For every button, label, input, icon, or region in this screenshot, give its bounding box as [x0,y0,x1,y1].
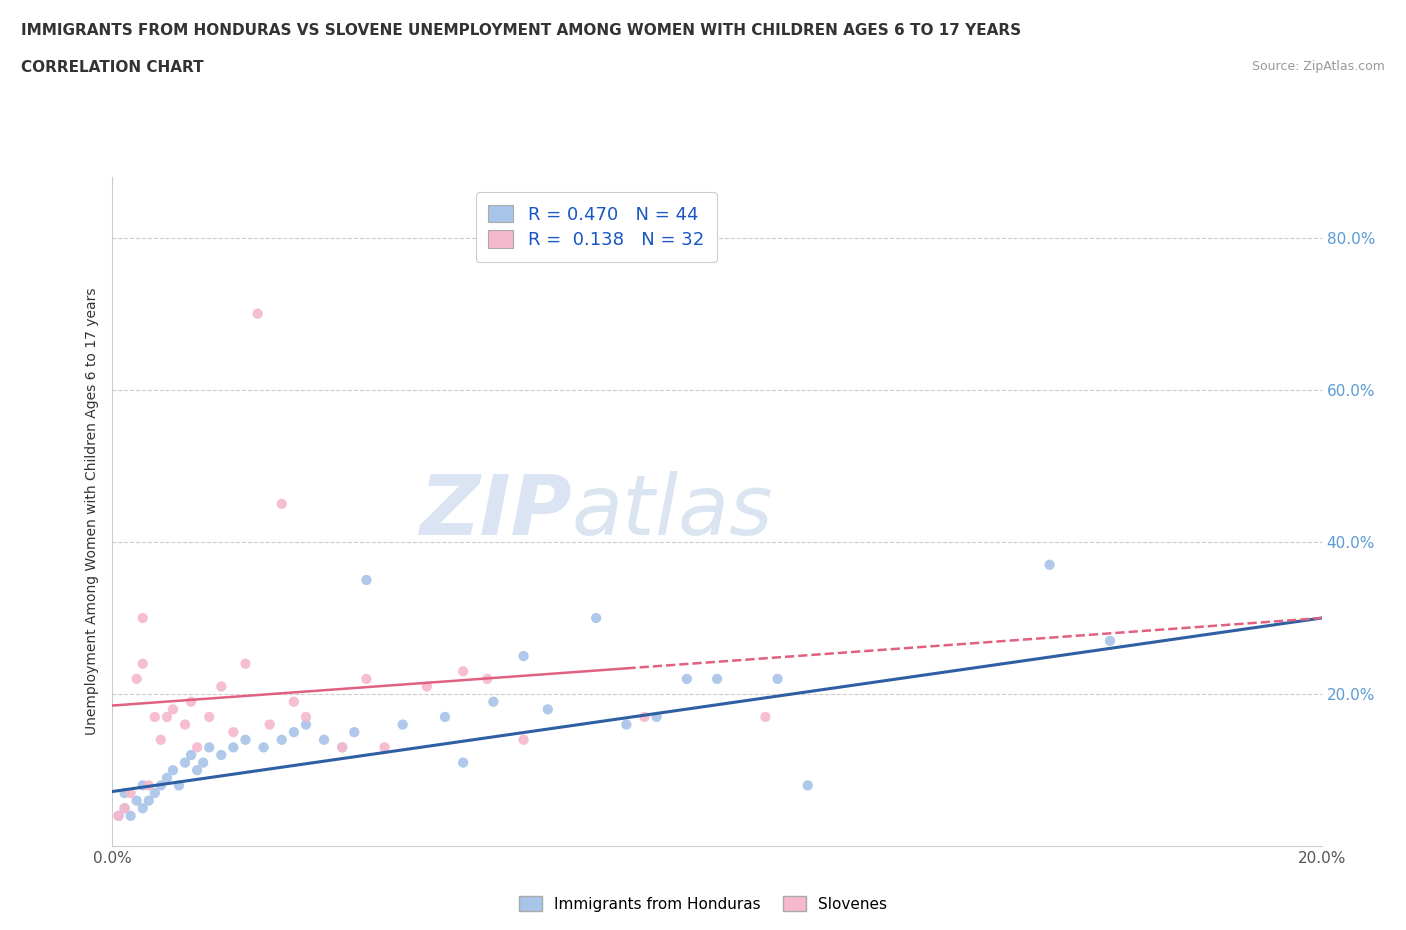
Point [156,770,179,785]
Point [235,732,257,747]
Point [416,679,439,694]
Point [512,648,534,663]
Point [174,717,197,732]
Point [295,710,318,724]
Point [132,657,155,671]
Point [645,710,668,724]
Point [180,748,202,763]
Point [283,695,305,710]
Point [186,740,208,755]
Point [270,732,292,747]
Point [796,778,818,793]
Legend: R = 0.470   N = 44, R =  0.138   N = 32: R = 0.470 N = 44, R = 0.138 N = 32 [475,193,717,261]
Point [616,717,638,732]
Text: ZIP: ZIP [419,471,572,552]
Text: IMMIGRANTS FROM HONDURAS VS SLOVENE UNEMPLOYMENT AMONG WOMEN WITH CHILDREN AGES : IMMIGRANTS FROM HONDURAS VS SLOVENE UNEM… [21,23,1021,38]
Point [451,664,474,679]
Point [477,671,499,686]
Point [162,702,184,717]
Point [295,717,318,732]
Point [246,306,269,321]
Point [138,778,160,793]
Point [209,748,232,763]
Point [114,786,136,801]
Point [585,611,607,626]
Point [132,801,155,816]
Point [356,573,378,588]
Point [451,755,474,770]
Point [191,755,214,770]
Text: atlas: atlas [572,471,773,552]
Point [330,740,353,755]
Point [156,710,179,724]
Point [283,724,305,739]
Point [537,702,560,717]
Point [222,740,245,755]
Point [114,801,136,816]
Point [143,786,166,801]
Point [706,671,728,686]
Point [253,740,276,755]
Point [482,695,505,710]
Point [174,755,197,770]
Point [222,724,245,739]
Point [125,793,148,808]
Point [143,710,166,724]
Point [125,671,148,686]
Point [198,740,221,755]
Point [180,695,202,710]
Point [433,710,456,724]
Point [132,611,155,626]
Point [120,786,142,801]
Point [167,778,190,793]
Point [374,740,396,755]
Point [314,732,336,747]
Point [633,710,655,724]
Point [754,710,776,724]
Point [209,679,232,694]
Point [114,801,136,816]
Point [138,793,160,808]
Point [198,710,221,724]
Point [107,808,129,823]
Point [675,671,697,686]
Point [330,740,353,755]
Point [132,778,155,793]
Y-axis label: Unemployment Among Women with Children Ages 6 to 17 years: Unemployment Among Women with Children A… [86,287,100,736]
Point [259,717,281,732]
Point [149,778,172,793]
Point [162,763,184,777]
Legend: Immigrants from Honduras, Slovenes: Immigrants from Honduras, Slovenes [512,890,894,918]
Point [356,671,378,686]
Point [766,671,789,686]
Point [270,497,292,512]
Point [1038,557,1062,572]
Point [120,808,142,823]
Point [1098,633,1121,648]
Point [343,724,366,739]
Text: Source: ZipAtlas.com: Source: ZipAtlas.com [1251,60,1385,73]
Point [149,732,172,747]
Text: CORRELATION CHART: CORRELATION CHART [21,60,204,75]
Point [512,732,534,747]
Point [235,657,257,671]
Point [186,763,208,777]
Point [391,717,413,732]
Point [107,808,129,823]
